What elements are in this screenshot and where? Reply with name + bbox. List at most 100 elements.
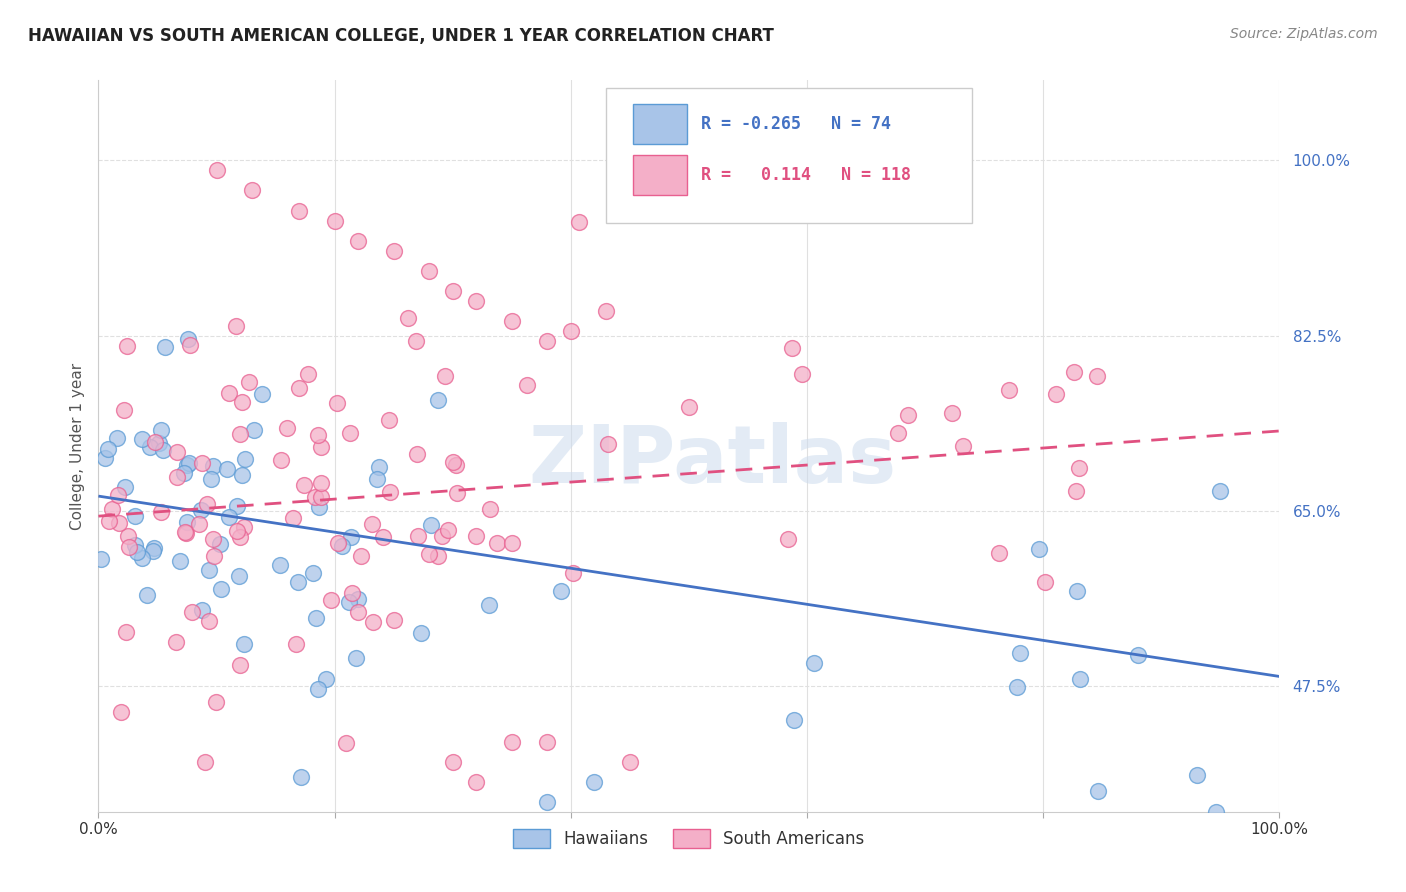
- Point: [302, 566, 325, 580]
- Point: [233, 452, 256, 467]
- Point: [105, 431, 128, 445]
- Point: [107, 488, 129, 502]
- Point: [347, 234, 370, 248]
- Point: [142, 544, 165, 558]
- Point: [233, 637, 256, 651]
- Point: [501, 536, 523, 550]
- Point: [418, 263, 440, 277]
- Point: [309, 475, 332, 490]
- Bar: [634, 155, 686, 195]
- Point: [1007, 680, 1029, 694]
- Point: [225, 319, 247, 334]
- Point: [307, 428, 329, 442]
- Point: [426, 392, 449, 407]
- Point: [1063, 365, 1085, 379]
- Point: [174, 524, 197, 539]
- Point: [176, 332, 198, 346]
- Point: [284, 637, 307, 651]
- Point: [1028, 541, 1050, 556]
- Point: [998, 384, 1021, 398]
- Text: R =   0.114   N = 118: R = 0.114 N = 118: [700, 167, 911, 185]
- Point: [150, 505, 173, 519]
- Point: [441, 455, 464, 469]
- Point: [340, 530, 363, 544]
- Point: [143, 435, 166, 450]
- Point: [1205, 805, 1227, 819]
- Point: [176, 515, 198, 529]
- Legend: Hawaiians, South Americans: Hawaiians, South Americans: [506, 822, 872, 855]
- Point: [441, 284, 464, 298]
- Text: R = -0.265   N = 74: R = -0.265 N = 74: [700, 115, 891, 133]
- Point: [108, 516, 131, 531]
- Point: [297, 367, 319, 381]
- Point: [166, 444, 188, 458]
- Point: [197, 614, 219, 628]
- Point: [360, 516, 382, 531]
- Point: [173, 466, 195, 480]
- Point: [344, 651, 367, 665]
- Point: [218, 385, 240, 400]
- Bar: [634, 104, 686, 145]
- Point: [179, 338, 201, 352]
- Point: [441, 755, 464, 769]
- Point: [153, 340, 176, 354]
- Point: [139, 440, 162, 454]
- Point: [228, 657, 250, 672]
- Point: [287, 575, 309, 590]
- Point: [330, 539, 353, 553]
- Point: [783, 713, 806, 727]
- Point: [803, 656, 825, 670]
- Point: [136, 589, 159, 603]
- Point: [326, 536, 349, 550]
- Point: [406, 528, 429, 542]
- Point: [308, 500, 330, 514]
- Point: [231, 394, 253, 409]
- Point: [561, 566, 583, 581]
- Point: [1067, 460, 1090, 475]
- Point: [446, 486, 468, 500]
- Point: [202, 458, 225, 473]
- Point: [361, 615, 384, 630]
- Point: [288, 203, 311, 218]
- Point: [1185, 768, 1208, 782]
- Point: [382, 613, 405, 627]
- Point: [228, 569, 250, 583]
- Point: [231, 468, 253, 483]
- Point: [619, 755, 641, 769]
- Point: [181, 605, 204, 619]
- Point: [208, 537, 231, 551]
- Point: [226, 499, 249, 513]
- Point: [536, 734, 558, 748]
- Point: [191, 456, 214, 470]
- Point: [218, 510, 240, 524]
- Point: [217, 462, 239, 476]
- Point: [396, 310, 419, 325]
- Point: [197, 497, 219, 511]
- Point: [205, 694, 228, 708]
- Point: [191, 603, 214, 617]
- Point: [501, 314, 523, 328]
- Point: [368, 459, 391, 474]
- Point: [176, 458, 198, 473]
- Point: [405, 334, 427, 348]
- Point: [434, 368, 457, 383]
- Point: [166, 635, 188, 649]
- Point: [202, 549, 225, 564]
- Point: [269, 558, 291, 573]
- Point: [309, 490, 332, 504]
- Point: [315, 672, 337, 686]
- Point: [1069, 672, 1091, 686]
- Point: [426, 549, 449, 563]
- Point: [516, 377, 538, 392]
- Point: [1126, 648, 1149, 663]
- Point: [243, 423, 266, 437]
- Point: [778, 532, 800, 546]
- Point: [90, 551, 112, 566]
- Point: [941, 406, 963, 420]
- Point: [319, 593, 342, 607]
- Point: [228, 530, 250, 544]
- Point: [294, 478, 316, 492]
- Point: [205, 163, 228, 178]
- Point: [335, 736, 357, 750]
- Text: Source: ZipAtlas.com: Source: ZipAtlas.com: [1230, 27, 1378, 41]
